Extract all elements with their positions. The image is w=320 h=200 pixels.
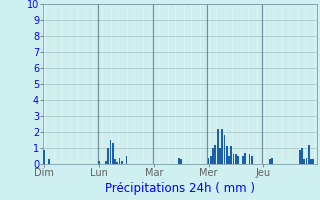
Bar (217, 129, 219, 164)
Bar (269, 159, 271, 164)
Bar (310, 159, 312, 164)
Bar (107, 148, 109, 164)
Bar (271, 158, 273, 164)
Bar (121, 161, 123, 164)
Bar (249, 154, 251, 164)
Bar (221, 129, 223, 164)
Bar (214, 145, 216, 164)
Bar (208, 158, 209, 164)
Bar (178, 158, 180, 164)
Bar (48, 159, 50, 164)
Bar (312, 159, 314, 164)
Bar (228, 156, 230, 164)
Bar (116, 162, 118, 164)
Bar (237, 156, 239, 164)
Bar (226, 146, 228, 164)
Bar (212, 148, 214, 164)
Bar (235, 154, 237, 164)
Bar (125, 156, 127, 164)
Bar (210, 156, 212, 164)
Bar (109, 140, 111, 164)
Bar (306, 158, 308, 164)
Bar (251, 156, 253, 164)
Bar (44, 150, 45, 164)
Bar (219, 148, 221, 164)
Bar (119, 158, 121, 164)
Bar (308, 145, 310, 164)
Bar (180, 159, 182, 164)
Bar (105, 161, 107, 164)
Bar (299, 150, 300, 164)
Bar (233, 154, 235, 164)
Bar (114, 159, 116, 164)
Bar (224, 135, 225, 164)
Bar (230, 146, 232, 164)
X-axis label: Précipitations 24h ( mm ): Précipitations 24h ( mm ) (105, 182, 255, 195)
Bar (112, 143, 114, 164)
Bar (242, 156, 244, 164)
Bar (303, 159, 305, 164)
Bar (301, 148, 303, 164)
Bar (98, 161, 100, 164)
Bar (244, 153, 246, 164)
